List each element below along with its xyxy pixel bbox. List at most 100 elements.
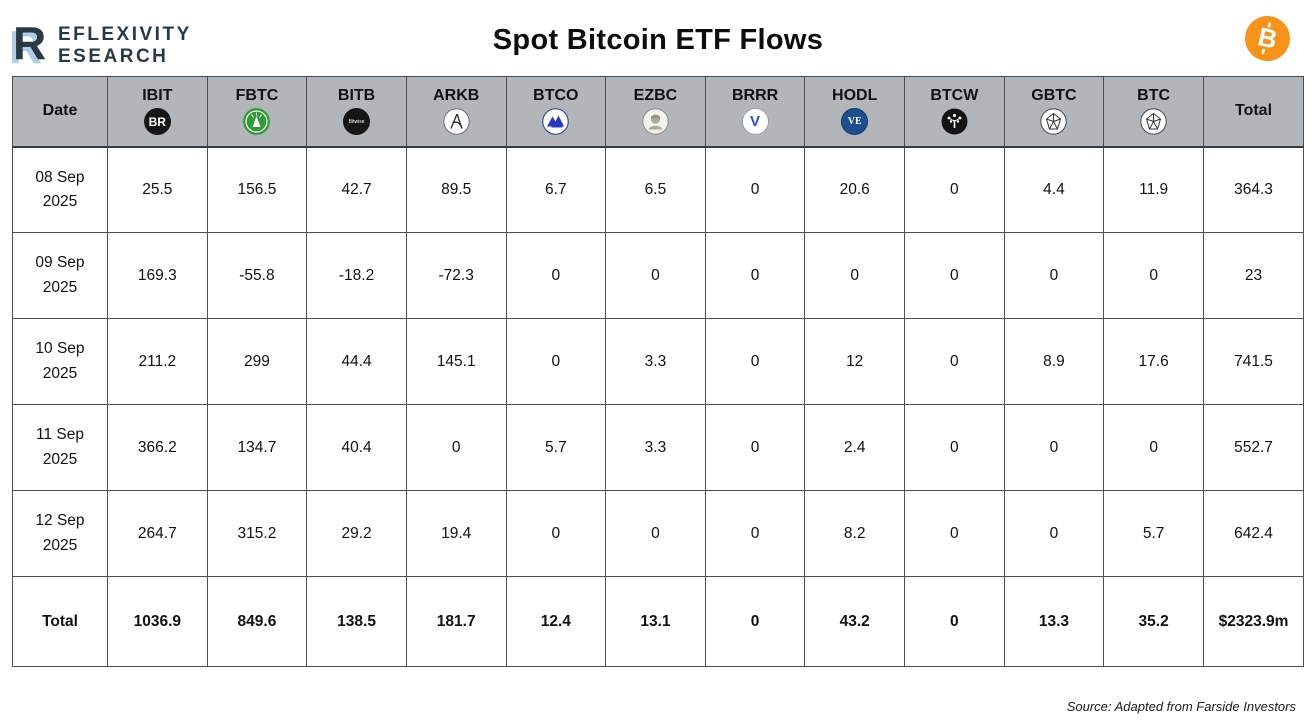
column-label: GBTC [1031, 87, 1077, 105]
flow-value-cell: 642.4 [1203, 490, 1304, 577]
column-header-content: FBTC [208, 87, 306, 136]
flow-value-cell: 0 [605, 232, 706, 319]
flow-value-cell: 0 [904, 318, 1005, 405]
flow-value-cell: -72.3 [405, 232, 507, 319]
top-bar: R R EFLEXIVITY ESEARCH Spot Bitcoin ETF … [0, 0, 1316, 76]
date-cell: 11 Sep 2025 [12, 404, 108, 491]
date-cell: 12 Sep 2025 [12, 490, 108, 577]
date-line-2: 2025 [42, 536, 78, 554]
fidelity-icon [243, 108, 271, 136]
bitwise-icon: Bitwise [343, 108, 371, 136]
flow-value-cell: 0 [704, 232, 806, 319]
flow-value-cell: 0 [505, 490, 607, 577]
flow-value-cell: 366.2 [107, 404, 208, 491]
flow-value-cell: 25.5 [107, 146, 208, 233]
flow-value-cell: 169.3 [107, 232, 208, 319]
column-header-content: Date [14, 102, 107, 120]
column-label: IBIT [142, 87, 173, 105]
flow-value-cell: 0 [704, 318, 806, 405]
ark-icon [442, 108, 470, 135]
flow-value-cell: 0 [1103, 404, 1204, 491]
flow-value-cell: 0 [904, 146, 1005, 233]
logo-line-2: ESEARCH [58, 46, 169, 67]
column-label: EZBC [633, 87, 678, 105]
column-header-date: Date [12, 76, 108, 148]
column-label: Total [1234, 102, 1273, 120]
total-value-cell: 12.4 [505, 576, 607, 667]
column-label: FBTC [235, 87, 279, 105]
flow-value-cell: 741.5 [1203, 318, 1304, 405]
flow-value-cell: 0 [904, 404, 1005, 491]
column-label: ARKB [433, 87, 480, 105]
column-label: HODL [832, 87, 878, 105]
total-row: Total 1036.9 849.6 138.5 181.7 12.4 13.1 0 43.2 0… [12, 576, 1304, 667]
date-line-2: 2025 [42, 278, 78, 296]
flow-value-cell: 552.7 [1203, 404, 1304, 491]
flow-value-cell: 299 [206, 318, 308, 405]
invesco-icon [542, 108, 570, 135]
logo-r-main: R [13, 17, 47, 69]
flow-value-cell: 315.2 [206, 490, 308, 577]
vaneck-icon: VE [841, 108, 869, 136]
flow-value-cell: 4.4 [1003, 146, 1105, 233]
total-value-cell: 13.3 [1003, 576, 1105, 667]
column-label: BITB [337, 87, 376, 105]
table-row: 09 Sep 2025 169.3 -55.8 -18.2 -72.3 0 0 0 0 0 0 0 23 [12, 232, 1304, 319]
date-line-2: 2025 [42, 192, 78, 210]
logo-r-letter: R R [9, 17, 56, 70]
column-label: BRRR [731, 87, 779, 105]
table-header: Date IBIT BR FBTC BITB Bitwise ARKB BTCO EZBC BRR… [12, 76, 1304, 148]
source-attribution: Source: Adapted from Farside Investors [1066, 699, 1296, 714]
bitcoin-icon: B [1245, 16, 1290, 61]
flow-value-cell: 364.3 [1203, 146, 1304, 233]
flow-value-cell: 0 [1003, 404, 1105, 491]
total-value-cell: 849.6 [206, 576, 308, 667]
total-row-label: Total [12, 576, 108, 667]
flow-value-cell: 0 [1003, 232, 1105, 319]
table-header-row: Date IBIT BR FBTC BITB Bitwise ARKB BTCO EZBC BRR… [12, 76, 1304, 148]
logo-wordmark: EFLEXIVITY ESEARCH [58, 24, 192, 68]
total-value-cell: 138.5 [306, 576, 407, 667]
total-value-cell: 13.1 [605, 576, 706, 667]
flow-value-cell: 89.5 [405, 146, 507, 233]
valkyrie-icon: V [741, 108, 769, 136]
flow-value-cell: 3.3 [605, 318, 706, 405]
flow-value-cell: 145.1 [405, 318, 507, 405]
flow-value-cell: -55.8 [206, 232, 308, 319]
flow-value-cell: 11.9 [1103, 146, 1204, 233]
flow-value-cell: -18.2 [306, 232, 407, 319]
flow-value-cell: 156.5 [206, 146, 308, 233]
column-header-content: BTCO [507, 87, 605, 135]
total-value-cell: 1036.9 [107, 576, 208, 667]
flow-value-cell: 0 [904, 232, 1005, 319]
flow-value-cell: 6.5 [605, 146, 706, 233]
flow-value-cell: 0 [505, 318, 607, 405]
flow-value-cell: 2.4 [804, 404, 905, 491]
column-header-content: BTCW [905, 87, 1003, 135]
column-header-btc: BTC [1103, 76, 1204, 148]
reflexivity-research-logo: R R EFLEXIVITY ESEARCH [9, 17, 192, 70]
column-header-content: BRRR V [706, 87, 804, 136]
flow-value-cell: 211.2 [107, 318, 208, 405]
date-line-1: 08 Sep [35, 168, 85, 186]
date-line-1: 11 Sep [36, 426, 84, 444]
date-line-2: 2025 [42, 364, 78, 382]
flow-value-cell: 23 [1203, 232, 1304, 319]
flow-value-cell: 264.7 [107, 490, 208, 577]
flow-value-cell: 0 [704, 490, 806, 577]
column-label: BTCW [930, 87, 979, 105]
blackrock-icon: BR [143, 108, 171, 136]
date-cell: 10 Sep 2025 [12, 318, 108, 405]
column-header-ezbc: EZBC [605, 76, 706, 148]
column-header-arkb: ARKB [405, 76, 507, 148]
flow-value-cell: 0 [704, 146, 806, 233]
flow-value-cell: 3.3 [605, 404, 706, 491]
column-header-content: Total [1205, 102, 1303, 120]
column-header-btco: BTCO [505, 76, 607, 148]
grayscale-icon [1040, 108, 1068, 135]
date-line-1: 12 Sep [35, 512, 85, 530]
column-header-gbtc: GBTC [1003, 76, 1105, 148]
column-header-hodl: HODL VE [804, 76, 905, 148]
flow-value-cell: 0 [605, 490, 706, 577]
flow-value-cell: 0 [505, 232, 607, 319]
